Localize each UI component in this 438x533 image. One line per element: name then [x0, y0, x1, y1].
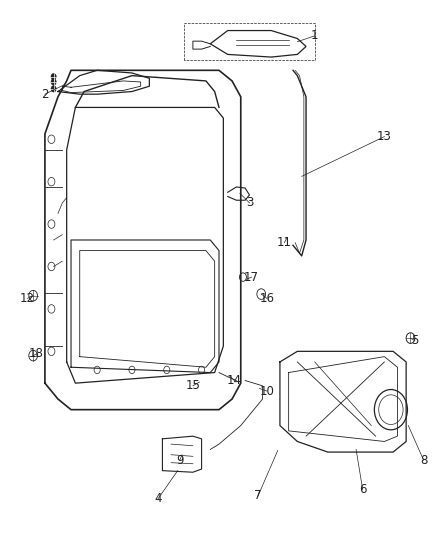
Text: 1: 1: [311, 29, 318, 42]
Text: 8: 8: [420, 454, 427, 466]
Text: 10: 10: [259, 385, 274, 398]
Text: 17: 17: [244, 271, 259, 284]
Text: 11: 11: [277, 236, 292, 249]
Text: 5: 5: [411, 334, 419, 347]
Text: 18: 18: [29, 348, 44, 360]
Text: 6: 6: [359, 483, 366, 496]
Text: 16: 16: [259, 292, 274, 305]
Text: 7: 7: [254, 489, 262, 502]
Text: 2: 2: [41, 87, 49, 101]
Text: 12: 12: [20, 292, 35, 305]
Text: 14: 14: [227, 374, 242, 387]
Text: 13: 13: [377, 130, 392, 143]
Circle shape: [51, 86, 56, 92]
Text: 4: 4: [154, 492, 162, 505]
Text: 3: 3: [246, 196, 253, 209]
Circle shape: [51, 74, 56, 80]
Circle shape: [51, 79, 56, 85]
Text: 9: 9: [176, 454, 184, 466]
Text: 15: 15: [185, 379, 200, 392]
